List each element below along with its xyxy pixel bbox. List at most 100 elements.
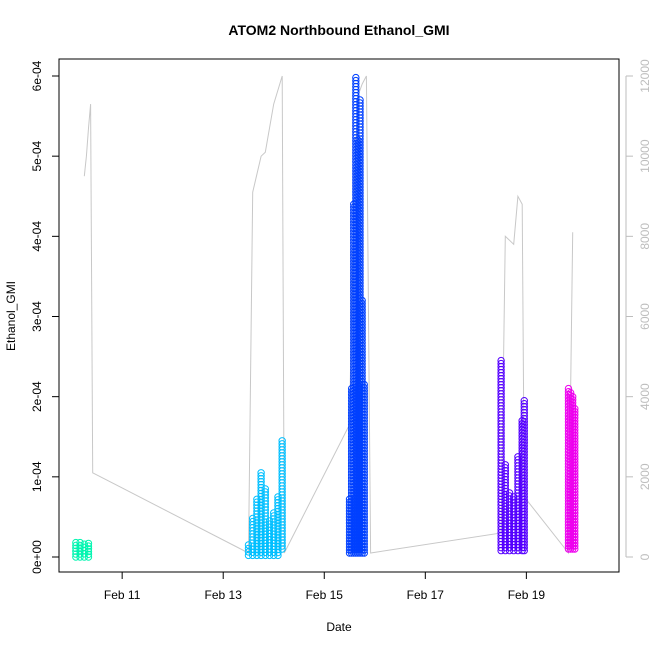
data-point bbox=[510, 493, 518, 501]
data-point bbox=[520, 397, 528, 405]
y-tick-label: 1e-04 bbox=[30, 461, 44, 492]
data-point bbox=[274, 493, 282, 501]
y-tick-label: 6e-04 bbox=[30, 60, 44, 91]
data-point bbox=[257, 498, 265, 506]
data-point bbox=[571, 405, 579, 413]
data-point bbox=[274, 504, 282, 513]
data-point bbox=[571, 458, 579, 467]
data-point bbox=[274, 522, 282, 530]
data-point bbox=[84, 553, 93, 561]
x-tick-label: Feb 13 bbox=[205, 588, 243, 602]
data-point bbox=[501, 464, 510, 472]
y2-tick-label: 10000 bbox=[638, 139, 650, 173]
data-point bbox=[358, 296, 366, 305]
data-point bbox=[278, 440, 286, 448]
data-point bbox=[274, 516, 282, 524]
data-point bbox=[505, 489, 514, 497]
data-point bbox=[510, 499, 518, 507]
data-point bbox=[257, 528, 265, 536]
data-point bbox=[257, 486, 265, 495]
data-point bbox=[257, 472, 265, 480]
series-layer bbox=[72, 73, 579, 561]
data-point bbox=[510, 502, 518, 510]
data-point bbox=[501, 496, 510, 504]
data-point bbox=[274, 519, 282, 527]
data-point bbox=[571, 413, 579, 422]
data-point bbox=[84, 539, 93, 548]
series-5 bbox=[564, 384, 579, 553]
data-point bbox=[274, 510, 282, 519]
data-point bbox=[520, 444, 528, 453]
data-point bbox=[571, 416, 579, 425]
y2-tick-label: 12000 bbox=[638, 59, 650, 93]
series-1 bbox=[72, 538, 93, 561]
data-point bbox=[76, 538, 84, 547]
data-point bbox=[274, 507, 282, 516]
y2-tick-label: 0 bbox=[638, 553, 650, 560]
x-tick-label: Feb 11 bbox=[104, 588, 141, 602]
data-point bbox=[270, 512, 278, 520]
data-point bbox=[501, 472, 510, 481]
data-point bbox=[571, 515, 579, 523]
data-point bbox=[257, 480, 265, 489]
data-point bbox=[571, 512, 579, 520]
data-point bbox=[257, 513, 265, 521]
series-4 bbox=[497, 356, 528, 555]
data-point bbox=[501, 461, 510, 469]
data-point bbox=[274, 499, 282, 507]
y-axis-label: Ethanol_GMI bbox=[4, 281, 18, 351]
data-point bbox=[274, 542, 282, 551]
data-point bbox=[244, 544, 253, 553]
y-tick-label: 0e+00 bbox=[30, 540, 44, 574]
y2-axis: 0 2000 4000 6000 8000 10000 12000 bbox=[625, 59, 650, 560]
data-point bbox=[360, 380, 368, 389]
y2-tick-label: 6000 bbox=[638, 303, 650, 330]
data-point bbox=[257, 510, 265, 518]
data-point bbox=[510, 496, 518, 504]
data-point bbox=[568, 396, 577, 404]
data-point bbox=[244, 541, 253, 549]
data-point bbox=[520, 441, 528, 450]
data-point bbox=[352, 73, 360, 82]
data-point bbox=[566, 389, 575, 397]
y2-tick-label: 2000 bbox=[638, 463, 650, 490]
data-point bbox=[497, 356, 505, 365]
data-point bbox=[265, 520, 274, 528]
data-point bbox=[274, 525, 282, 533]
data-point bbox=[257, 531, 265, 539]
data-point bbox=[278, 437, 286, 445]
data-point bbox=[84, 542, 93, 550]
data-point bbox=[501, 508, 510, 516]
series-2 bbox=[244, 437, 286, 560]
data-point bbox=[356, 99, 364, 107]
data-point bbox=[571, 455, 579, 464]
data-point bbox=[568, 393, 577, 401]
data-point bbox=[265, 517, 274, 525]
data-point bbox=[571, 473, 579, 481]
data-point bbox=[501, 493, 510, 501]
data-point bbox=[520, 400, 528, 408]
data-point bbox=[571, 437, 579, 446]
data-point bbox=[76, 541, 84, 550]
series-3 bbox=[345, 73, 368, 557]
data-point bbox=[257, 501, 265, 509]
data-point bbox=[84, 545, 93, 553]
data-point bbox=[501, 490, 510, 499]
data-point bbox=[505, 492, 514, 500]
data-point bbox=[257, 483, 265, 492]
data-point bbox=[248, 517, 257, 526]
data-point bbox=[274, 534, 282, 542]
y-tick-label: 2e-04 bbox=[30, 381, 44, 412]
data-point bbox=[84, 550, 93, 558]
data-point bbox=[257, 469, 265, 477]
data-point bbox=[248, 514, 257, 523]
data-point bbox=[352, 76, 360, 85]
data-point bbox=[257, 492, 265, 501]
data-point bbox=[360, 383, 368, 392]
data-point bbox=[501, 481, 510, 490]
y2-tick-label: 4000 bbox=[638, 383, 650, 410]
data-point bbox=[501, 475, 510, 484]
data-point bbox=[571, 476, 579, 484]
y-tick-label: 3e-04 bbox=[30, 301, 44, 332]
data-point bbox=[80, 540, 88, 548]
